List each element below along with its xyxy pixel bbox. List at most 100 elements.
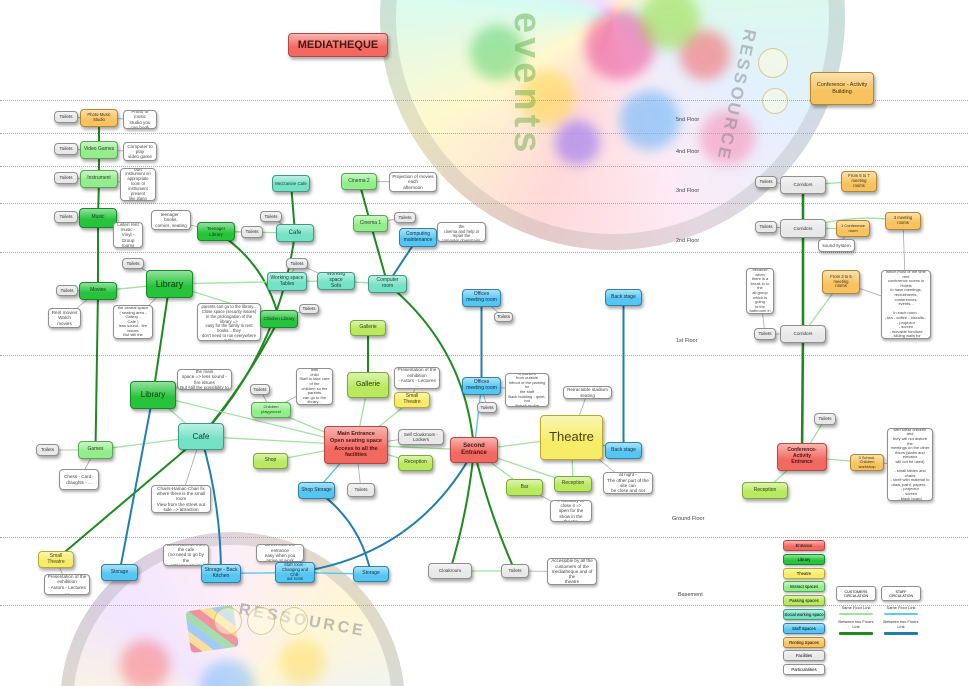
working-space-sofa[interactable]: Working space Sofa <box>317 272 355 290</box>
legend-facilities[interactable]: Facilities <box>783 650 825 662</box>
self-cloakroom[interactable]: Self Cloakroom - Lockers <box>398 429 444 445</box>
music[interactable]: Music <box>79 208 117 228</box>
toilets-playground[interactable]: Toilets <box>250 384 270 395</box>
corridors-3[interactable]: Corridors <box>780 176 826 194</box>
storage-right[interactable]: Storage <box>353 566 389 582</box>
legend-interact-spaces[interactable]: Interact spaces <box>783 581 825 593</box>
cinema-1[interactable]: Cinema 1 <box>353 215 388 232</box>
small-theatre-2[interactable]: Small Theatre <box>38 551 74 568</box>
note-video[interactable]: Computer to play video game <box>123 142 157 161</box>
note-possibility[interactable]: Possibility to close it => open for the … <box>550 500 592 522</box>
conference-building[interactable]: Conference - Activity Building <box>810 72 874 105</box>
photo-music-studio[interactable]: Photo-Music Studio <box>80 109 118 127</box>
reception-main[interactable]: Reception <box>398 455 433 471</box>
note-staff-children[interactable]: Staff to take care of the children so th… <box>197 303 261 341</box>
toilets-c1[interactable]: Toilets <box>754 328 776 340</box>
toilets-cinema[interactable]: Toilets <box>394 212 416 223</box>
note-chairs[interactable]: Chairs-Hamac-Chair fix where there is th… <box>151 485 211 513</box>
cafe-2nd[interactable]: Cafe <box>276 224 314 242</box>
library-2[interactable]: Library <box>130 381 176 409</box>
note-computing[interactable]: Can start the movie in the cinema and he… <box>437 222 486 242</box>
games[interactable]: Games <box>78 441 113 459</box>
toilets-games[interactable]: Toilets <box>36 444 59 456</box>
toilets-4[interactable]: Toilets <box>54 143 78 155</box>
teenager-library[interactable]: Teenager Library <box>197 222 235 241</box>
note-retractable[interactable]: Retractable stadium seating <box>563 386 612 399</box>
note-first-floor[interactable]: First floor not complicated with small c… <box>887 428 933 501</box>
storage-left[interactable]: Storage <box>101 564 138 581</box>
legend-circulation-title[interactable]: STAFF CIRCULATION <box>881 586 921 601</box>
note-needed[interactable]: Needed by all the company which most of … <box>881 270 931 339</box>
note-glass-separate[interactable]: Glass to separate from the main space =>… <box>177 369 232 390</box>
legend-entrance[interactable]: Entrance <box>783 540 825 551</box>
legend-social-working-space[interactable]: Social working space <box>783 609 825 620</box>
main-entrance[interactable]: Main Entrance Open seating space Access t… <box>324 426 388 464</box>
meeting-3[interactable]: 3 meeting rooms <box>885 212 921 230</box>
toilets-offices2[interactable]: Toilets <box>477 402 497 413</box>
note-presentation-2[interactable]: Presentation of the exhibition - Autors … <box>44 574 90 595</box>
toilets-basement[interactable]: Toilets <box>501 564 529 578</box>
toilets-ws[interactable]: Toilets <box>286 258 308 269</box>
back-stage-2[interactable]: Back stage <box>605 442 642 459</box>
cloakroom[interactable]: Cloakroom <box>428 563 472 579</box>
school-workshop[interactable]: 3 School-Children workshop <box>850 454 884 471</box>
cinema-2[interactable]: Cinema 2 <box>341 173 377 190</box>
staff-room[interactable]: Staff room - Changing and Chill- out roo… <box>275 562 315 583</box>
second-entrance[interactable]: Second Entrance <box>450 437 498 463</box>
legend-circulation-title[interactable]: CUSTOMERS CIRCULATION <box>836 586 876 601</box>
gallerie-big[interactable]: Gallerie <box>347 372 389 398</box>
offices-meeting-1[interactable]: Offices meeting room <box>462 289 501 307</box>
note-secret[interactable]: Secret space for teenager : books, comic… <box>151 210 191 230</box>
note-cinema2[interactable]: Projection of movies each afternoon <box>389 172 437 192</box>
mezzanine-cafe[interactable]: Mezzanine Cafe <box>272 175 310 192</box>
theatre[interactable]: Theatre <box>540 415 603 460</box>
legend-particularities[interactable]: Particularities <box>783 664 825 676</box>
legend-staff-spaces[interactable]: Staff Spaces <box>783 622 825 634</box>
note-presentation-1[interactable]: Presentation of the exhibition - Autors … <box>394 367 440 389</box>
shop[interactable]: Shop <box>253 453 288 469</box>
instrument[interactable]: Instrument <box>80 170 118 188</box>
toilets-movies[interactable]: Toilets <box>56 285 78 296</box>
legend-renting-spaces[interactable]: Renting Spaces <box>783 636 825 648</box>
note-movies[interactable]: Rent movies Watch movies <box>48 308 81 328</box>
meeting-5-7[interactable]: From 5 to 7 meeting rooms <box>841 171 877 192</box>
children-playground[interactable]: Children playground <box>251 402 291 418</box>
shop-storage[interactable]: Shop Storage <box>298 482 335 499</box>
legend-library[interactable]: Library <box>783 553 825 565</box>
video-games[interactable]: Video Games <box>80 141 118 159</box>
meeting-3-5[interactable]: From 3 to 5 meeting rooms <box>822 270 860 294</box>
toilets-teen[interactable]: Toilets <box>241 226 263 238</box>
note-direct-entrance[interactable]: Direct from the entrance easy when you a… <box>256 544 304 562</box>
movies[interactable]: Movies <box>79 282 117 300</box>
working-space-tables[interactable]: Working space Tables <box>267 272 307 291</box>
children-library[interactable]: Children Library <box>260 310 298 328</box>
toilets-c2[interactable]: Toilets <box>755 221 777 233</box>
computing-maintenance[interactable]: Computing maintenance <box>399 228 437 247</box>
toilets-3[interactable]: Toilets <box>54 172 78 184</box>
gallerie-small[interactable]: Gallerie <box>350 320 386 336</box>
conference-entrance[interactable]: Conference-Activity Entrance <box>777 443 827 471</box>
toilets-lib1[interactable]: Toilets <box>122 258 144 269</box>
note-instrument[interactable]: Playing your own instrument on appropria… <box>120 168 156 201</box>
back-stage-1[interactable]: Back stage <box>605 289 642 306</box>
toilets-offices1[interactable]: Toilets <box>494 312 513 322</box>
legend-theatre[interactable]: Theatre <box>783 567 825 579</box>
conference-room-1[interactable]: 1 Conference room <box>836 220 870 237</box>
storage-back-kitchen[interactable]: Storage - Back Kitchen <box>201 564 241 583</box>
toilets-main[interactable]: Toilets <box>347 483 375 497</box>
note-chess[interactable]: Chess - Card - draughts - ... <box>59 469 99 490</box>
corridors-1[interactable]: Corridors <box>780 325 826 343</box>
bar[interactable]: Bar <box>506 479 543 496</box>
note-accessible[interactable]: Accessible by all the customers of the m… <box>547 558 597 585</box>
offices-meeting-2[interactable]: Offices meeting room <box>462 377 501 395</box>
note-big-space[interactable]: A big space for toilet because when ther… <box>746 268 774 314</box>
corridors-2[interactable]: Corridors <box>780 219 826 238</box>
note-photo[interactable]: Photo or music studio you can book <box>123 110 157 129</box>
reception-theatre[interactable]: Reception <box>554 476 592 492</box>
note-ground-floor[interactable]: Ground floor => not difficult to access … <box>296 368 333 405</box>
reception-conf[interactable]: Reception <box>742 482 788 499</box>
note-independent[interactable]: Independent entrances from outside Infro… <box>505 373 549 407</box>
library-1[interactable]: Library <box>146 270 193 298</box>
computer-room[interactable]: Computer room <box>368 275 407 293</box>
mediatheque-title[interactable]: MEDIATHEQUE <box>288 33 388 57</box>
